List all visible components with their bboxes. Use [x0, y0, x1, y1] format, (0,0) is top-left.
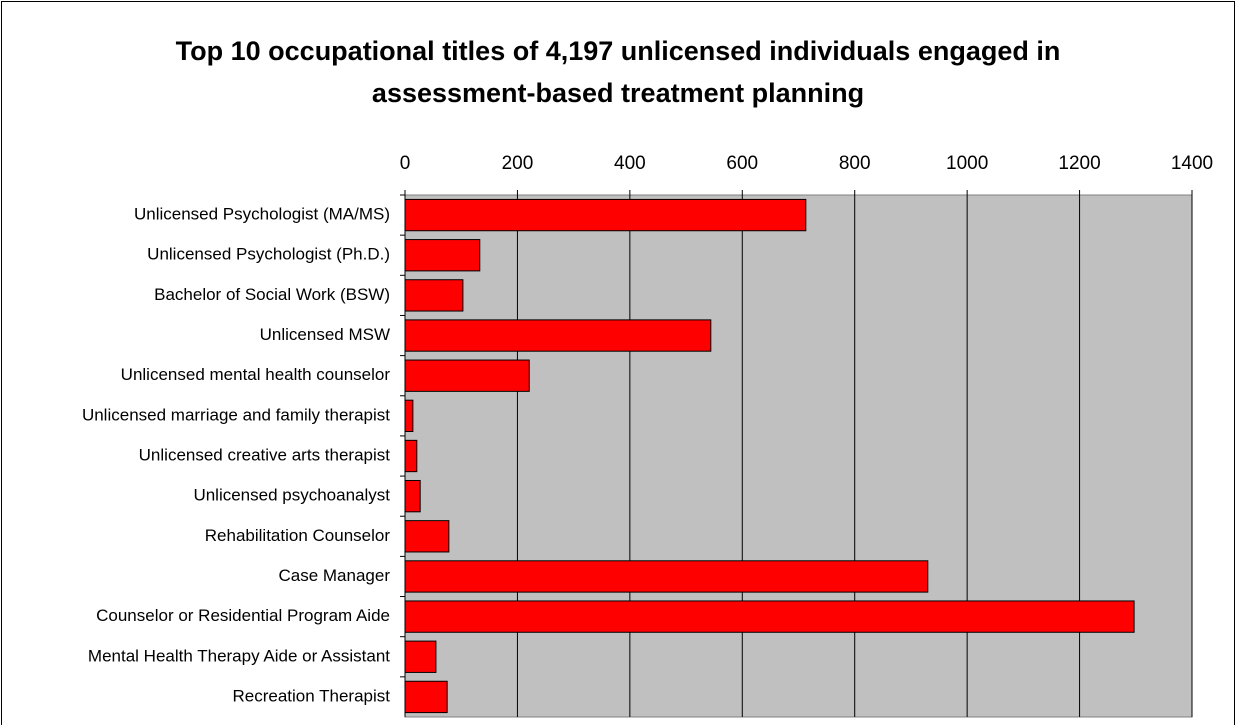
- bar: [404, 319, 712, 352]
- y-tick-label: Unlicensed marriage and family therapist: [82, 405, 390, 424]
- bar: [404, 399, 414, 433]
- x-tick-label: 1000: [946, 153, 988, 174]
- y-tick-label: Recreation Therapist: [233, 686, 391, 705]
- x-tick-label: 800: [839, 153, 871, 174]
- bar: [404, 640, 437, 673]
- y-tick-label: Rehabilitation Counselor: [205, 526, 391, 545]
- bar: [404, 600, 1135, 633]
- y-tick-label: Unlicensed MSW: [260, 325, 390, 344]
- bar: [404, 520, 450, 553]
- bar: [404, 198, 807, 232]
- bar: [404, 479, 421, 513]
- x-tick-label: 600: [726, 153, 758, 174]
- y-tick-label: Unlicensed Psychologist (Ph.D.): [147, 245, 390, 264]
- plot-area: [404, 194, 1193, 718]
- y-tick-label: Unlicensed Psychologist (MA/MS): [134, 205, 390, 224]
- bar: [404, 239, 481, 272]
- x-tick-label: 200: [502, 153, 534, 174]
- chart-title: Top 10 occupational titles of 4,197 unli…: [175, 36, 1061, 108]
- y-tick-label: Counselor or Residential Program Aide: [96, 606, 390, 625]
- bar: [404, 359, 530, 392]
- y-tick-label: Mental Health Therapy Aide or Assistant: [88, 646, 390, 665]
- y-tick-label: Unlicensed mental health counselor: [121, 365, 391, 384]
- bar: [404, 279, 464, 312]
- y-tick-label: Unlicensed creative arts therapist: [139, 445, 391, 464]
- x-tick-label: 1200: [1058, 153, 1100, 174]
- x-tick-label: 400: [614, 153, 646, 174]
- bar: [404, 439, 418, 473]
- bar: [404, 560, 929, 593]
- x-tick-label: 1400: [1171, 153, 1213, 174]
- y-tick-label: Unlicensed psychoanalyst: [193, 486, 390, 505]
- y-tick-label: Bachelor of Social Work (BSW): [154, 285, 390, 304]
- x-tick-label: 0: [400, 153, 411, 174]
- y-tick-label: Case Manager: [278, 566, 390, 585]
- bar: [404, 680, 448, 714]
